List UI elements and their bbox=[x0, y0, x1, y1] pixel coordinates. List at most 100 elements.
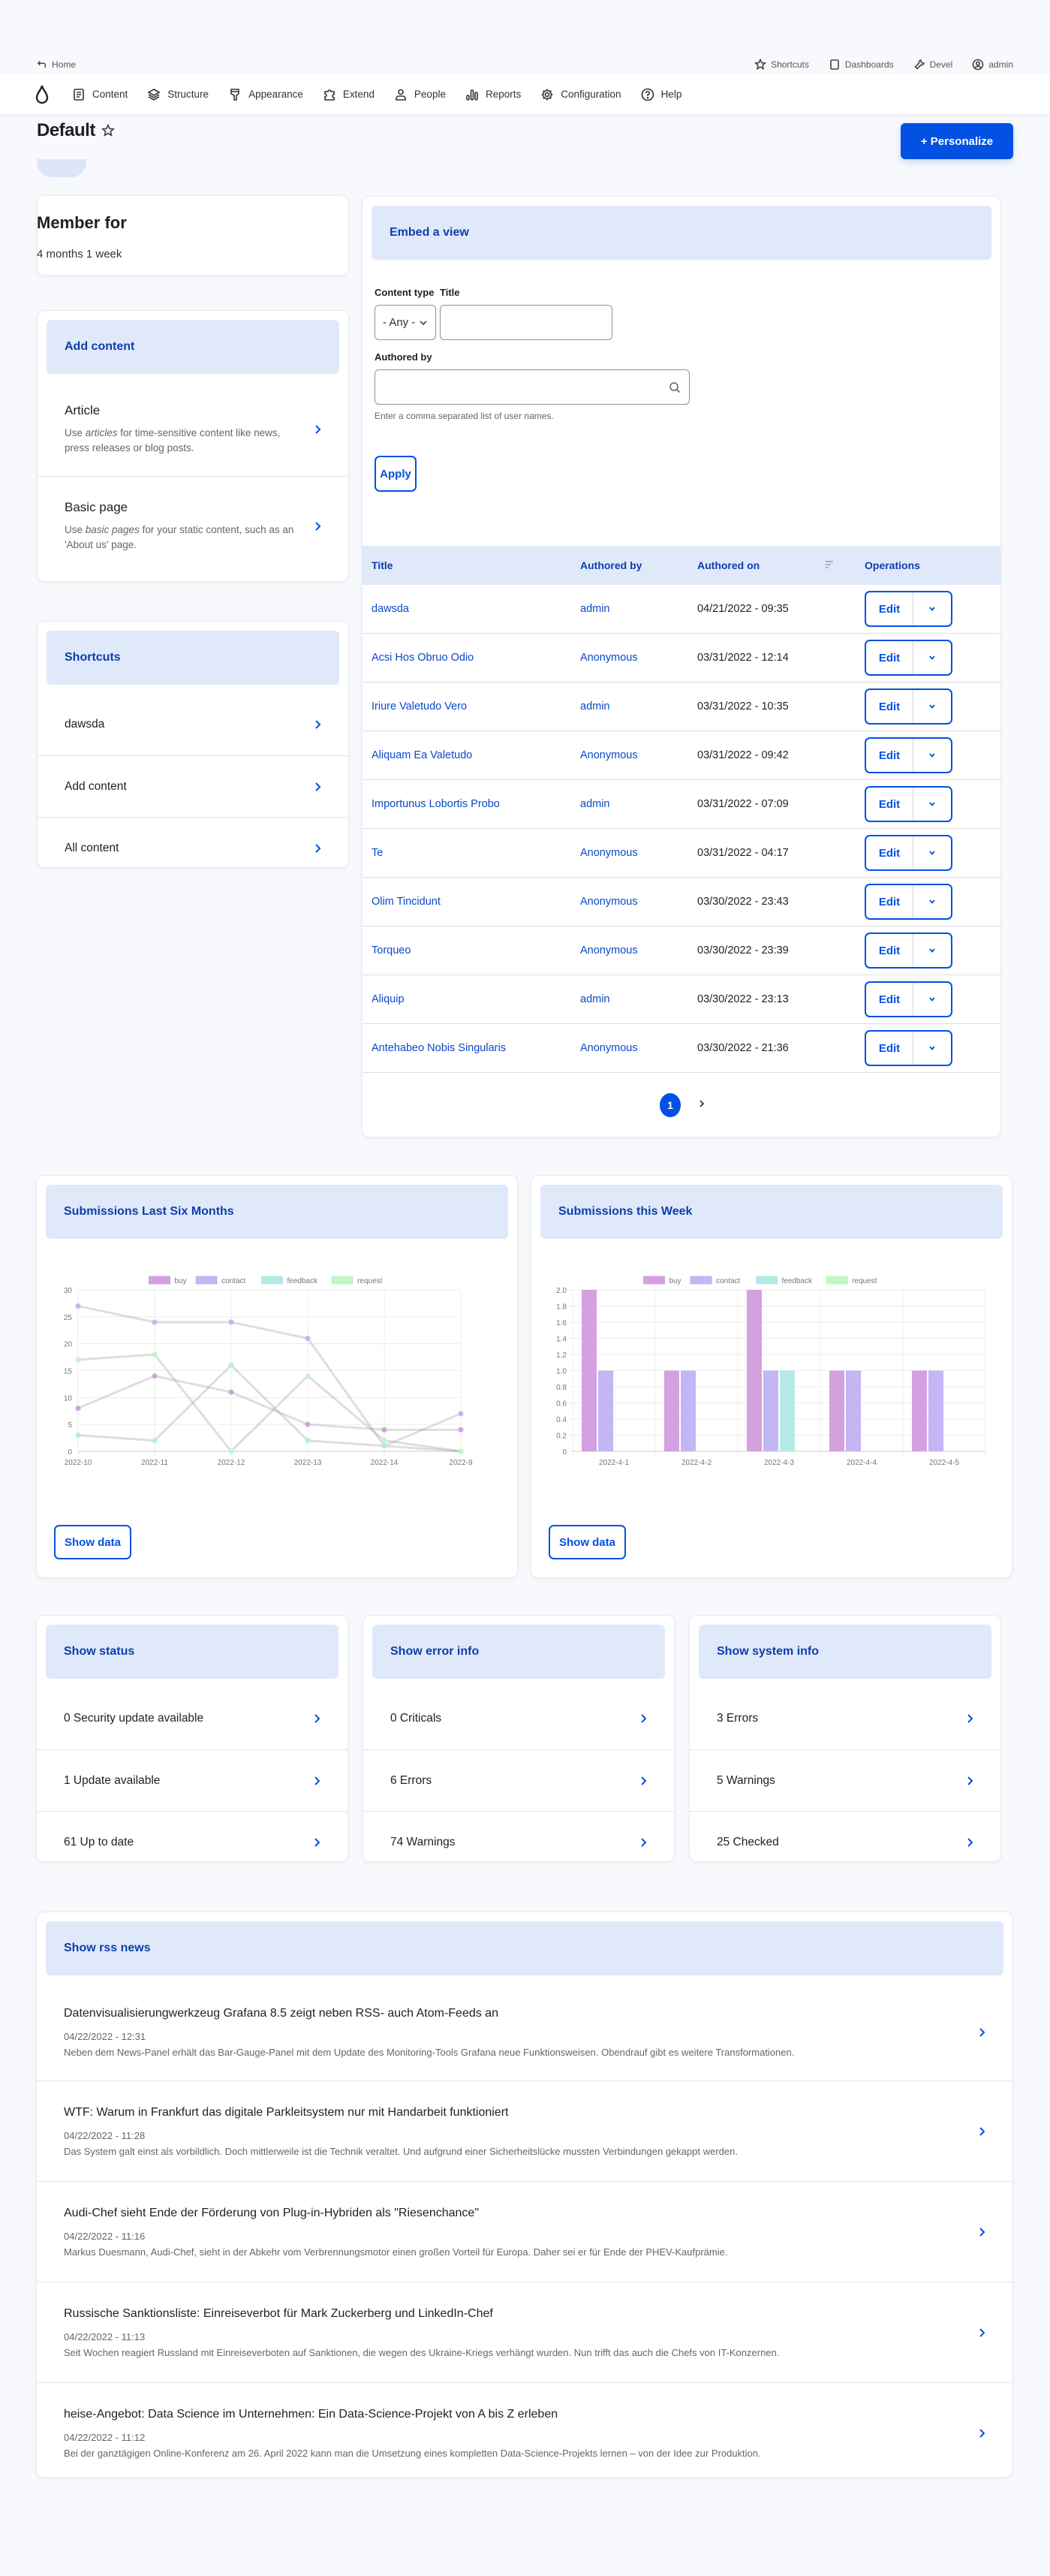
row-author-link[interactable]: Anonymous bbox=[580, 896, 638, 908]
rss-item-desc: Seit Wochen reagiert Russland mit Einrei… bbox=[64, 2346, 780, 2358]
edit-button[interactable]: Edit bbox=[866, 788, 913, 821]
pager-next-icon[interactable] bbox=[699, 1098, 705, 1112]
dashboards-link[interactable]: Dashboards bbox=[829, 59, 894, 71]
nav-reports[interactable]: Reports bbox=[465, 88, 521, 101]
home-link[interactable]: Home bbox=[37, 59, 76, 70]
nav-content[interactable]: Content bbox=[72, 88, 128, 101]
nav-extend[interactable]: Extend bbox=[323, 88, 375, 101]
nav-help[interactable]: Help bbox=[641, 88, 681, 101]
nav-structure[interactable]: Structure bbox=[147, 88, 209, 101]
chevron-down-icon[interactable] bbox=[913, 690, 951, 723]
chevron-down-icon[interactable] bbox=[913, 788, 951, 821]
row-title-link[interactable]: Antehabeo Nobis Singularis bbox=[372, 1042, 506, 1054]
chevron-right-icon bbox=[314, 521, 321, 532]
chevron-down-icon[interactable] bbox=[913, 934, 951, 967]
row-title-link[interactable]: Te bbox=[372, 847, 384, 859]
row-author-link[interactable]: admin bbox=[580, 798, 610, 810]
edit-button[interactable]: Edit bbox=[866, 836, 913, 869]
shortcut-item[interactable]: Add content bbox=[38, 755, 348, 817]
row-title-link[interactable]: Iriure Valetudo Vero bbox=[372, 700, 468, 713]
shortcut-item[interactable]: All content bbox=[38, 817, 348, 867]
show-error-info-card: Show error info 0 Criticals 6 Errors 74 … bbox=[363, 1615, 675, 1862]
rss-item[interactable]: Russische Sanktionsliste: Einreiseverbot… bbox=[37, 2282, 1012, 2382]
system-item[interactable]: 25 Checked bbox=[690, 1811, 1000, 1861]
row-author-link[interactable]: admin bbox=[580, 603, 610, 615]
status-item[interactable]: 0 Security update available bbox=[37, 1688, 347, 1749]
row-author-link[interactable]: Anonymous bbox=[580, 1042, 638, 1054]
status-item[interactable]: 1 Update available bbox=[37, 1749, 347, 1811]
page-title-row: Default bbox=[37, 120, 115, 141]
col-authored-on[interactable]: Authored on bbox=[697, 559, 865, 571]
error-info-header: Show error info bbox=[372, 1625, 665, 1679]
shortcut-item[interactable]: dawsda bbox=[38, 694, 348, 755]
edit-button[interactable]: Edit bbox=[866, 934, 913, 967]
title-input[interactable] bbox=[440, 305, 612, 340]
edit-button[interactable]: Edit bbox=[866, 1032, 913, 1065]
svg-text:2022-9: 2022-9 bbox=[449, 1459, 473, 1467]
row-title-link[interactable]: Aliquip bbox=[372, 993, 405, 1005]
document-icon bbox=[74, 88, 84, 101]
row-author-link[interactable]: Anonymous bbox=[580, 652, 638, 664]
rss-item[interactable]: WTF: Warum in Frankfurt das digitale Par… bbox=[37, 2080, 1012, 2181]
drupal-logo[interactable] bbox=[35, 85, 50, 104]
edit-button[interactable]: Edit bbox=[866, 690, 913, 723]
sort-icon bbox=[824, 559, 835, 571]
chevron-down-icon[interactable] bbox=[913, 739, 951, 772]
devel-link[interactable]: Devel bbox=[913, 59, 952, 71]
chevron-down-icon[interactable] bbox=[913, 836, 951, 869]
pager-current-page[interactable]: 1 bbox=[660, 1093, 681, 1117]
row-title-link[interactable]: Torqueo bbox=[372, 945, 411, 957]
edit-button[interactable]: Edit bbox=[866, 983, 913, 1016]
add-article-item[interactable]: Article Use articles for time-sensitive … bbox=[38, 383, 348, 476]
row-title-link[interactable]: Aliquam Ea Valetudo bbox=[372, 749, 473, 761]
personalize-button[interactable]: + Personalize bbox=[901, 123, 1013, 159]
show-data-button[interactable]: Show data bbox=[54, 1525, 131, 1559]
svg-text:0: 0 bbox=[562, 1448, 567, 1457]
admin-user-link[interactable]: admin bbox=[972, 59, 1013, 71]
col-authored-by[interactable]: Authored by bbox=[580, 559, 642, 571]
col-title[interactable]: Title bbox=[372, 559, 393, 571]
row-title-link[interactable]: Acsi Hos Obruo Odio bbox=[372, 652, 474, 664]
nav-configuration[interactable]: Configuration bbox=[540, 88, 621, 101]
chevron-down-icon[interactable] bbox=[913, 641, 951, 674]
show-data-button[interactable]: Show data bbox=[549, 1525, 626, 1559]
chevron-down-icon[interactable] bbox=[913, 1032, 951, 1065]
system-item[interactable]: 3 Errors bbox=[690, 1688, 1000, 1749]
row-title-link[interactable]: Olim Tincidunt bbox=[372, 896, 441, 908]
system-item[interactable]: 5 Warnings bbox=[690, 1749, 1000, 1811]
apply-button[interactable]: Apply bbox=[375, 456, 417, 492]
row-title-link[interactable]: Importunus Lobortis Probo bbox=[372, 798, 500, 810]
chevron-down-icon[interactable] bbox=[913, 592, 951, 625]
chevron-down-icon[interactable] bbox=[913, 885, 951, 918]
svg-text:25: 25 bbox=[64, 1314, 73, 1322]
edit-button[interactable]: Edit bbox=[866, 592, 913, 625]
authored-by-input[interactable] bbox=[375, 369, 690, 405]
row-author-link[interactable]: admin bbox=[580, 700, 610, 713]
error-item[interactable]: 74 Warnings bbox=[363, 1811, 674, 1861]
svg-text:0.4: 0.4 bbox=[556, 1416, 567, 1424]
content-type-select[interactable]: - Any - bbox=[375, 305, 436, 340]
shortcuts-link[interactable]: Shortcuts bbox=[754, 59, 809, 71]
row-author-link[interactable]: Anonymous bbox=[580, 749, 638, 761]
error-item[interactable]: 0 Criticals bbox=[363, 1688, 674, 1749]
nav-people[interactable]: People bbox=[394, 88, 446, 101]
row-author-link[interactable]: Anonymous bbox=[580, 945, 638, 957]
edit-button[interactable]: Edit bbox=[866, 641, 913, 674]
rss-item[interactable]: heise-Angebot: Data Science im Unternehm… bbox=[37, 2382, 1012, 2477]
edit-button[interactable]: Edit bbox=[866, 739, 913, 772]
status-item[interactable]: 61 Up to date bbox=[37, 1811, 347, 1861]
table-row: Aliquam Ea Valetudo Anonymous 03/31/2022 -… bbox=[363, 731, 1000, 780]
row-title-link[interactable]: dawsda bbox=[372, 603, 409, 615]
paintbrush-icon bbox=[230, 88, 239, 101]
add-basic-page-item[interactable]: Basic page Use basic pages for your stat… bbox=[38, 476, 348, 576]
edit-button[interactable]: Edit bbox=[866, 885, 913, 918]
row-author-link[interactable]: Anonymous bbox=[580, 847, 638, 859]
rss-item[interactable]: Datenvisualisierungwerkzeug Grafana 8.5 … bbox=[37, 1984, 1012, 2080]
chevron-down-icon[interactable] bbox=[913, 983, 951, 1016]
rss-list: Datenvisualisierungwerkzeug Grafana 8.5 … bbox=[37, 1984, 1012, 2477]
rss-item[interactable]: Audi-Chef sieht Ende der Förderung von P… bbox=[37, 2181, 1012, 2282]
nav-appearance[interactable]: Appearance bbox=[228, 88, 303, 101]
favorite-star-icon[interactable] bbox=[101, 124, 115, 137]
error-item[interactable]: 6 Errors bbox=[363, 1749, 674, 1811]
row-author-link[interactable]: admin bbox=[580, 993, 610, 1005]
